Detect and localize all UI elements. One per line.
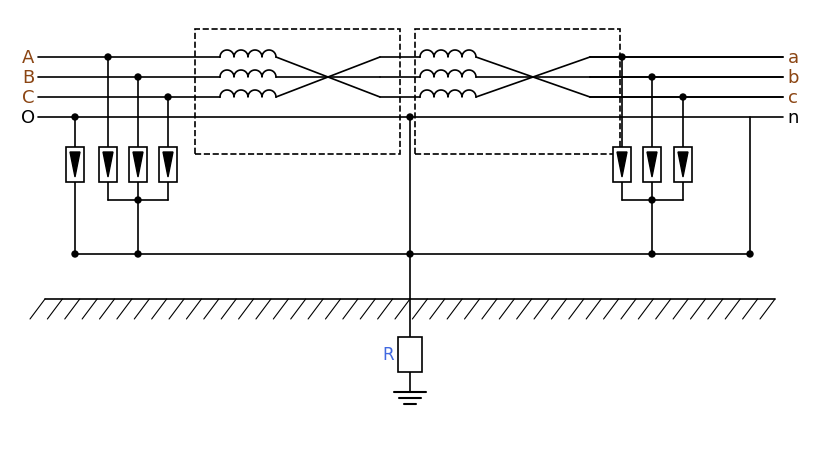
Polygon shape bbox=[133, 153, 143, 178]
Bar bbox=[66, 148, 84, 182]
Circle shape bbox=[648, 75, 654, 81]
Polygon shape bbox=[677, 153, 687, 178]
Text: B: B bbox=[22, 69, 34, 87]
Text: c: c bbox=[787, 89, 797, 107]
Circle shape bbox=[746, 251, 752, 257]
Text: n: n bbox=[786, 109, 798, 127]
Circle shape bbox=[648, 251, 654, 257]
Bar bbox=[673, 148, 691, 182]
Bar bbox=[195, 30, 400, 155]
Text: b: b bbox=[786, 69, 798, 87]
Circle shape bbox=[165, 95, 171, 101]
Polygon shape bbox=[616, 153, 627, 178]
Text: C: C bbox=[22, 89, 34, 107]
Text: a: a bbox=[786, 49, 798, 67]
Circle shape bbox=[406, 115, 413, 121]
Polygon shape bbox=[103, 153, 113, 178]
Circle shape bbox=[105, 55, 111, 61]
Circle shape bbox=[618, 55, 624, 61]
Bar bbox=[642, 148, 660, 182]
Text: O: O bbox=[21, 109, 35, 127]
Bar bbox=[99, 148, 117, 182]
Bar bbox=[159, 148, 177, 182]
Text: A: A bbox=[22, 49, 34, 67]
Circle shape bbox=[135, 75, 141, 81]
Circle shape bbox=[72, 115, 78, 121]
Bar bbox=[129, 148, 147, 182]
Bar bbox=[613, 148, 631, 182]
Circle shape bbox=[72, 251, 78, 257]
Bar bbox=[397, 337, 422, 372]
Circle shape bbox=[135, 251, 141, 257]
Circle shape bbox=[406, 251, 413, 257]
Bar bbox=[414, 30, 619, 155]
Circle shape bbox=[679, 95, 686, 101]
Text: R: R bbox=[382, 346, 393, 364]
Circle shape bbox=[648, 198, 654, 204]
Circle shape bbox=[135, 198, 141, 204]
Polygon shape bbox=[163, 153, 173, 178]
Polygon shape bbox=[70, 153, 80, 178]
Polygon shape bbox=[646, 153, 656, 178]
